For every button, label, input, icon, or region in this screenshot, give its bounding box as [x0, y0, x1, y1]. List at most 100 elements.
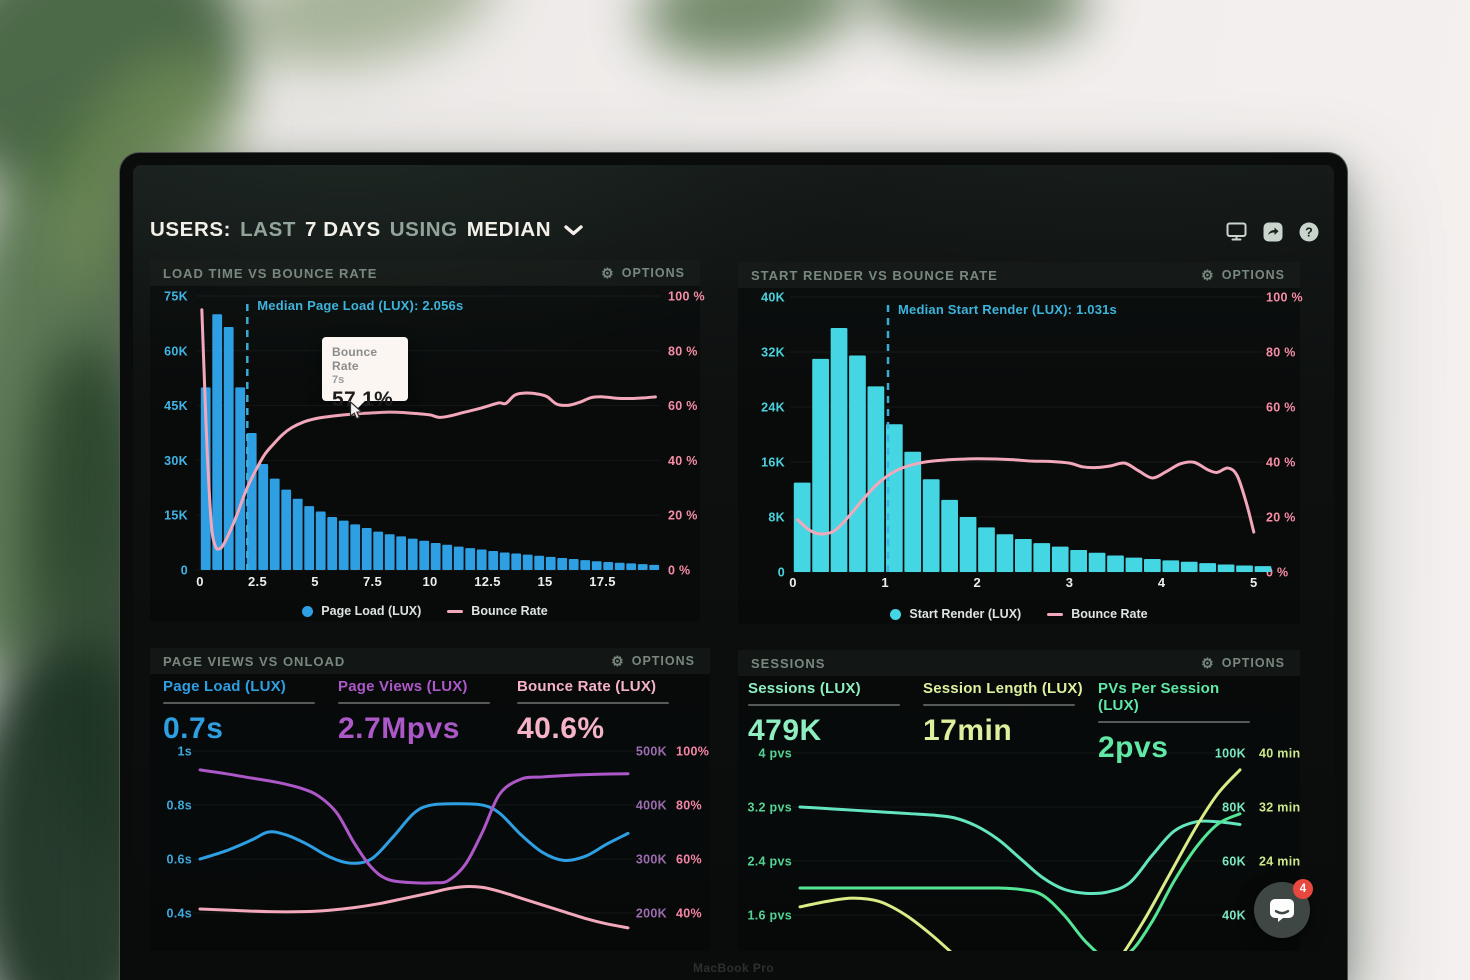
histogram-bar: [812, 358, 829, 572]
histogram-bar: [649, 564, 660, 570]
metric-value: 2pvs: [1098, 731, 1169, 764]
header-agg-label: MEDIAN: [466, 218, 552, 241]
panel-title: LOAD TIME VS BOUNCE RATE: [163, 265, 378, 281]
metric-rule: [923, 704, 1075, 706]
axis-tick-label: 0.6s: [166, 853, 192, 867]
y-right-tick-label: 40 %: [1266, 456, 1296, 470]
legend-item: Start Render (LUX): [890, 607, 1021, 621]
axis-tick-label: 500K: [636, 745, 667, 759]
metric-label: Session Length (LUX): [923, 680, 1083, 697]
options-button[interactable]: ⚙ OPTIONS: [611, 654, 695, 668]
bounce-rate-line: [796, 457, 1256, 536]
histogram-bar: [830, 327, 848, 572]
share-icon[interactable]: [1262, 221, 1283, 242]
histogram-bar: [534, 555, 545, 570]
legend-label: Start Render (LUX): [909, 607, 1022, 621]
x-tick-label: 4: [1158, 575, 1166, 590]
options-label: OPTIONS: [1221, 656, 1285, 670]
histogram-bar: [453, 546, 464, 570]
options-button[interactable]: ⚙ OPTIONS: [1201, 268, 1285, 282]
histogram-bar: [350, 524, 361, 570]
axis-tick-label: 0.8s: [166, 799, 192, 813]
histogram-bar: [281, 489, 292, 570]
plant-leaf: [855, 0, 1095, 57]
dashboard-title-dropdown[interactable]: USERS: LAST 7 DAYS USING MEDIAN: [150, 218, 583, 242]
histogram-bar: [996, 534, 1014, 572]
tooltip-x-value: 7s: [332, 374, 345, 386]
histogram-bar: [1162, 560, 1180, 572]
axis-tick-label: 60K: [1222, 855, 1246, 869]
y-left-tick-label: 16K: [761, 456, 785, 470]
metric-rule: [163, 702, 315, 704]
histogram-bar: [1051, 546, 1069, 572]
histogram-bar: [1199, 563, 1217, 572]
toolbar: ?: [1226, 221, 1319, 242]
histogram-bar: [941, 499, 958, 572]
histogram-bar: [922, 479, 940, 572]
load-time-chart: 75K 100 % 60K 80 % 45K 60 % 30K 40 % 15K 20 % 0 0 %…: [164, 290, 704, 590]
x-tick-label: 1: [881, 575, 889, 590]
histogram-bar: [522, 554, 533, 570]
histogram-bar: [1236, 565, 1253, 572]
y-right-tick-label: 100 %: [668, 290, 705, 304]
axis-tick-label: 1.6 pvs: [748, 909, 793, 923]
trend-line-sessions_k: [798, 805, 1242, 896]
y-right-tick-label: 40 %: [668, 454, 698, 468]
histogram-bar: [338, 520, 349, 570]
help-icon[interactable]: ?: [1298, 221, 1319, 242]
cursor-pointer-icon: [349, 400, 364, 425]
metric-rule: [1098, 721, 1250, 723]
trend-line-minutes: [798, 768, 1242, 951]
x-tick-label: 5: [1250, 575, 1258, 590]
panel-titlebar: PAGE VIEWS VS ONLOAD ⚙ OPTIONS: [150, 648, 710, 674]
options-button[interactable]: ⚙ OPTIONS: [1201, 656, 1285, 670]
metric-rule: [517, 702, 669, 704]
axis-tick-label: 80%: [676, 799, 702, 813]
histogram-bar: [384, 534, 395, 570]
metric-label: Sessions (LUX): [748, 680, 861, 697]
metric-page-views: Page Views (LUX) 2.7Mpvs: [338, 678, 503, 746]
histogram-bar: [269, 478, 280, 570]
axis-tick-label: 100%: [676, 745, 709, 759]
laptop-brand-text: MacBook Pro: [692, 961, 775, 975]
display-icon[interactable]: [1226, 221, 1247, 242]
axis-tick-label: 3.2 pvs: [748, 801, 793, 815]
histogram-bar: [476, 549, 487, 570]
median-marker-label: Median Page Load (LUX): 2.056s: [257, 298, 463, 313]
histogram-bar: [442, 544, 453, 570]
histogram-bar: [315, 511, 326, 570]
axis-tick-label: 400K: [636, 799, 667, 813]
histogram-bar: [246, 433, 257, 570]
histogram-bar: [1125, 557, 1143, 572]
legend-label: Bounce Rate: [471, 604, 548, 618]
y-left-tick-label: 32K: [761, 346, 785, 360]
histogram-bar: [407, 538, 418, 570]
histogram-bar: [327, 517, 338, 570]
options-label: OPTIONS: [631, 654, 695, 668]
x-tick-label: 2: [974, 575, 982, 590]
y-left-tick-label: 15K: [164, 509, 188, 523]
tooltip-title: Bounce Rate: [332, 345, 378, 373]
gear-icon: ⚙: [1201, 655, 1215, 671]
histogram-bar: [1143, 558, 1161, 572]
chart-legend: Start Render (LUX) Bounce Rate: [738, 605, 1300, 623]
histogram-bar: [568, 559, 579, 570]
panel-start-render-vs-bounce-rate: START RENDER VS BOUNCE RATE ⚙ OPTIONS 40…: [738, 262, 1303, 624]
legend-item: Bounce Rate: [1047, 607, 1148, 621]
options-label: OPTIONS: [1221, 268, 1285, 282]
histogram-bar: [978, 527, 995, 572]
y-left-tick-label: 40K: [761, 291, 785, 305]
metric-session-length: Session Length (LUX) 17min: [923, 680, 1088, 748]
axis-tick-label: 300K: [636, 853, 667, 867]
axis-tick-label: 200K: [636, 907, 667, 921]
y-right-tick-label: 20 %: [668, 509, 698, 523]
options-button[interactable]: ⚙ OPTIONS: [601, 266, 685, 280]
series-line-swatch: [447, 609, 464, 613]
axis-tick-label: 40K: [1222, 909, 1246, 923]
y-left-tick-label: 24K: [761, 401, 785, 415]
series-dot-swatch: [302, 605, 314, 617]
x-tick-label: 0: [196, 574, 204, 589]
panel-title: START RENDER VS BOUNCE RATE: [751, 267, 998, 283]
chat-widget-button[interactable]: 4: [1254, 879, 1313, 938]
legend-item: Bounce Rate: [447, 604, 548, 618]
